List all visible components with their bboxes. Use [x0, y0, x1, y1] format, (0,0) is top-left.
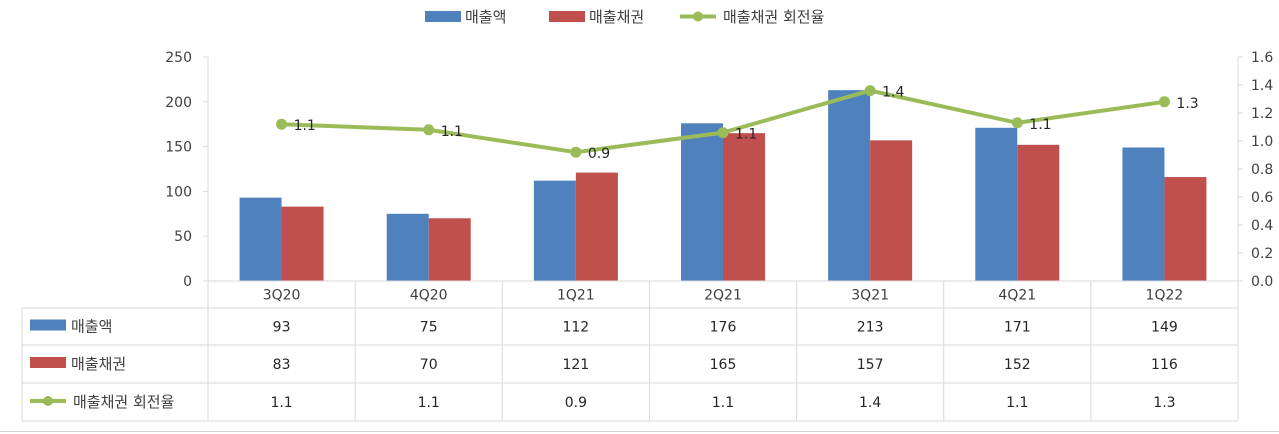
table-cell: 149 — [1151, 320, 1178, 336]
y-right-tick-label: 0.6 — [1251, 190, 1273, 206]
x-tick-label: 4Q21 — [998, 288, 1036, 304]
table-cell: 1.1 — [712, 395, 734, 411]
table-cell: 213 — [857, 320, 884, 336]
turnover-point-1Q21 — [570, 146, 582, 158]
table-cell: 1.1 — [418, 395, 440, 411]
table-cell: 93 — [273, 320, 291, 336]
y-right-tick-label: 1.0 — [1251, 134, 1273, 150]
x-tick-label: 3Q21 — [851, 288, 889, 304]
bar-sales-2Q21 — [681, 123, 723, 281]
bar-receivables-4Q21 — [1017, 144, 1060, 281]
table-cell: 157 — [857, 357, 884, 373]
bars — [239, 90, 1207, 281]
legend: 매출액 매출채권 매출채권 회전율 — [425, 8, 824, 26]
y-left-tick-label: 50 — [174, 229, 192, 245]
y-left-tick-label: 0 — [183, 274, 192, 290]
turnover-data-label: 1.4 — [882, 85, 904, 101]
turnover-data-label: 0.9 — [588, 146, 610, 162]
turnover-data-label: 1.1 — [1029, 117, 1051, 133]
bar-sales-4Q21 — [975, 127, 1018, 281]
table-row-label: 매출채권 회전율 — [73, 393, 174, 411]
bar-sales-4Q20 — [386, 213, 429, 281]
turnover-point-2Q21 — [717, 127, 729, 139]
y-left-tick-label: 150 — [165, 140, 192, 156]
table-cell: 70 — [420, 357, 438, 373]
table-cell: 171 — [1004, 320, 1031, 336]
turnover-data-label: 1.3 — [1176, 96, 1198, 112]
table-row-swatch-marker — [43, 396, 53, 406]
bar-sales-3Q21 — [828, 90, 871, 281]
legend-sales: 매출액 — [425, 8, 506, 26]
bar-receivables-1Q21 — [575, 172, 618, 281]
table-cell: 176 — [710, 320, 737, 336]
table-row-header: 매출채권 회전율 — [30, 393, 174, 411]
table-cell: 121 — [562, 357, 589, 373]
table-row-label: 매출액 — [71, 318, 112, 336]
y-right-tick-label: 1.4 — [1251, 78, 1273, 94]
bar-receivables-3Q20 — [281, 206, 324, 281]
turnover-data-label: 1.1 — [441, 124, 463, 140]
legend-receivables: 매출채권 — [549, 8, 644, 26]
table-row-swatch — [30, 357, 66, 368]
turnover-point-3Q20 — [276, 118, 288, 130]
legend-turnover: 매출채권 회전율 — [680, 8, 824, 26]
y-right-tick-label: 0.4 — [1251, 218, 1273, 234]
bar-receivables-1Q22 — [1164, 177, 1207, 281]
y-right-tick-label: 0.0 — [1251, 274, 1273, 290]
bar-receivables-2Q21 — [723, 133, 765, 281]
y-right-tick-label: 1.2 — [1251, 106, 1273, 122]
bottom-border — [0, 431, 1279, 432]
bar-receivables-4Q20 — [428, 218, 471, 281]
table-row-label: 매출채권 — [71, 355, 126, 373]
bar-receivables-3Q21 — [870, 140, 913, 281]
table-row-header: 매출채권 — [30, 355, 126, 373]
turnover-data-label: 1.1 — [735, 127, 757, 143]
bar-sales-3Q20 — [239, 197, 282, 281]
legend-turnover-swatch-marker — [693, 11, 703, 22]
legend-receivables-swatch — [549, 11, 585, 22]
table-row-swatch — [30, 319, 66, 331]
y-left-tick-label: 250 — [165, 50, 192, 66]
table-cell: 165 — [710, 357, 737, 373]
y-right-tick-label: 1.6 — [1251, 50, 1273, 66]
legend-sales-label: 매출액 — [465, 8, 506, 26]
table-cell: 83 — [273, 357, 291, 373]
table-cell: 1.4 — [859, 395, 881, 411]
y-left-tick-label: 200 — [165, 95, 192, 111]
table-cell: 1.1 — [270, 395, 292, 411]
legend-sales-swatch — [425, 11, 461, 22]
bar-sales-1Q22 — [1122, 147, 1165, 281]
axes: 0501001502002500.00.20.40.60.81.01.21.41… — [165, 50, 1273, 290]
x-tick-label: 1Q21 — [557, 288, 595, 304]
turnover-line: 1.1 1.1 0.9 1.1 1.4 1.1 1.3 — [276, 85, 1199, 162]
turnover-data-label: 1.1 — [294, 118, 316, 134]
y-left-tick-label: 100 — [165, 184, 192, 200]
data-table: 3Q20 4Q20 1Q21 2Q21 3Q21 4Q21 1Q22 매출액 93 75 112 17… — [21, 280, 1239, 422]
turnover-point-3Q21 — [864, 85, 876, 97]
table-cell: 1.3 — [1153, 395, 1175, 411]
legend-turnover-label: 매출채권 회전율 — [723, 8, 824, 26]
turnover-point-4Q20 — [423, 124, 435, 136]
x-tick-label: 4Q20 — [410, 288, 448, 304]
x-tick-label: 3Q20 — [263, 288, 301, 304]
legend-receivables-label: 매출채권 — [589, 8, 644, 26]
table-cell: 116 — [1151, 357, 1178, 373]
table-cell: 0.9 — [565, 395, 587, 411]
turnover-point-4Q21 — [1011, 117, 1023, 129]
table-cell: 1.1 — [1006, 395, 1028, 411]
x-tick-label: 1Q22 — [1146, 288, 1184, 304]
table-cell: 112 — [562, 320, 589, 336]
table-cell: 75 — [420, 320, 438, 336]
y-right-tick-label: 0.8 — [1251, 162, 1273, 178]
bar-sales-1Q21 — [533, 180, 576, 281]
y-right-tick-label: 0.2 — [1251, 246, 1273, 262]
turnover-point-1Q22 — [1158, 96, 1170, 108]
x-tick-label: 2Q21 — [704, 288, 742, 304]
table-row-header: 매출액 — [30, 318, 112, 336]
table-cell: 152 — [1004, 357, 1031, 373]
